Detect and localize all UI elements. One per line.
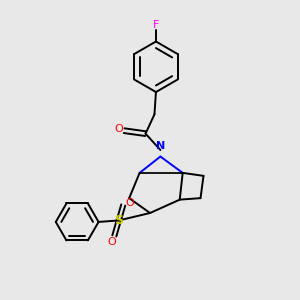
Text: F: F [153,20,159,30]
Text: N: N [156,141,166,152]
Text: O: O [107,237,116,247]
Text: S: S [114,214,123,227]
Text: O: O [114,124,123,134]
Text: O: O [125,198,134,208]
